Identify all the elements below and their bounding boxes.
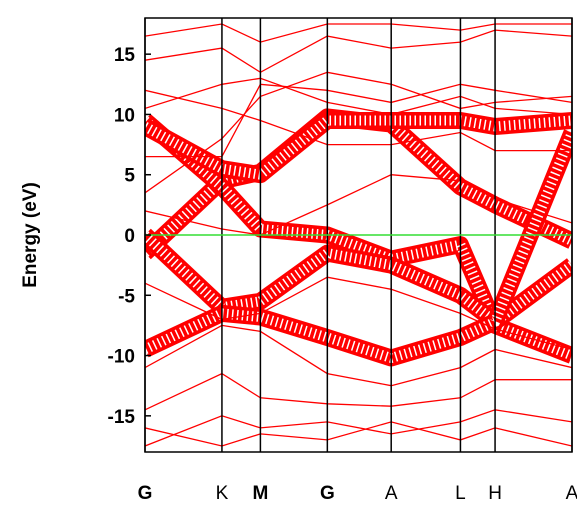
k-label-6: H (488, 483, 502, 504)
band-7 (145, 372, 572, 411)
k-label-0: G (138, 483, 153, 504)
y-tick-label: -15 (108, 407, 136, 428)
band-9 (145, 71, 572, 194)
y-axis-title: Energy (eV) (20, 182, 41, 288)
k-label-4: A (385, 483, 398, 504)
band-10 (145, 83, 572, 158)
band-13 (145, 23, 572, 43)
bands-layer (145, 23, 572, 447)
band-14 (145, 89, 572, 152)
band-16 (145, 421, 572, 447)
band-6 (145, 324, 572, 387)
y-tick-label: 5 (124, 166, 135, 187)
k-label-1: K (216, 483, 229, 504)
k-label-2: M (252, 483, 268, 504)
y-tick-label: -10 (108, 347, 135, 368)
k-label-3: G (320, 483, 335, 504)
y-axis-ticks: 15 10 5 0 -5 -10 -15 (108, 45, 151, 428)
band-5 (145, 276, 572, 351)
y-tick-label: 0 (124, 226, 135, 247)
band-fat-marks-1 (145, 116, 572, 361)
band-11 (145, 77, 572, 116)
y-tick-label: -5 (118, 286, 135, 307)
k-label-5: L (455, 483, 466, 504)
y-tick-label: 10 (114, 105, 135, 126)
band-8 (145, 409, 572, 447)
band-fat-marks-3 (145, 130, 572, 364)
band-fat-marks-4 (145, 115, 572, 180)
band-15 (145, 174, 572, 236)
k-label-7: A (566, 483, 577, 504)
band-12 (145, 29, 572, 74)
y-tick-label: 15 (114, 45, 136, 66)
